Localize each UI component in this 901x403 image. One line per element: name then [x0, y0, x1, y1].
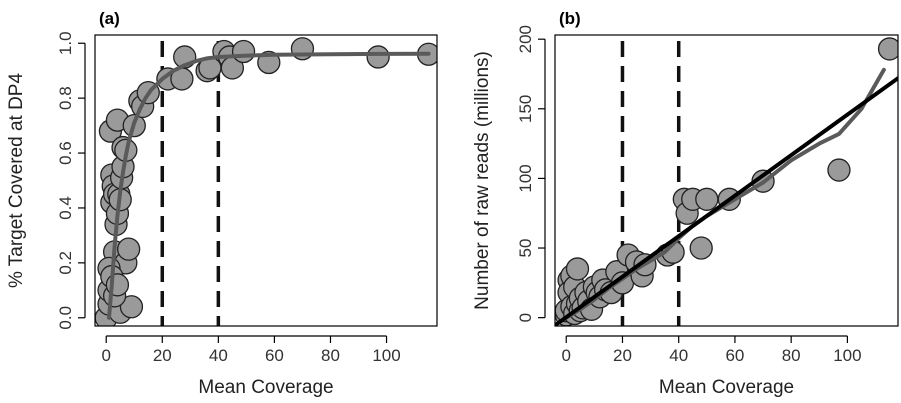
plot-frame	[554, 34, 899, 327]
y-tick-label: 0.6	[56, 141, 75, 165]
x-tick-label: 20	[153, 346, 172, 365]
y-tick-label: 0.4	[56, 196, 75, 220]
x-tick-label: 0	[101, 346, 110, 365]
series-line-0	[107, 51, 431, 320]
y-tick-label: 50	[516, 239, 535, 258]
y-tick-label: 100	[516, 164, 535, 192]
data-point	[366, 45, 390, 69]
x-tick-label: 80	[782, 346, 801, 365]
y-tick-label: 0.8	[56, 86, 75, 110]
data-point	[116, 237, 141, 261]
plot-frame	[94, 34, 438, 327]
data-point	[877, 37, 898, 61]
data-point	[565, 257, 590, 281]
chart-panel-b: 0 20 40 60 80 100 0 50 100 150 200 Mean Coverage Num…	[472, 9, 899, 398]
x-tick-label: 20	[613, 346, 632, 365]
x-tick-label: 60	[725, 346, 744, 365]
y-axis-label: % Target Covered at DP4	[6, 73, 27, 289]
x-axis-label: Mean Coverage	[198, 377, 333, 398]
series-line-1	[555, 76, 898, 326]
data-point	[695, 187, 719, 211]
x-tick-label: 0	[562, 346, 571, 365]
x-tick-label: 40	[209, 346, 228, 365]
x-tick-label: 60	[265, 346, 284, 365]
x-tick-label: 40	[669, 346, 688, 365]
panel-label: (a)	[99, 9, 120, 28]
data-point	[827, 158, 851, 182]
y-tick-label: 150	[516, 95, 535, 123]
y-tick-label: 0.2	[56, 251, 75, 275]
y-tick-label: 1.0	[56, 31, 75, 55]
points	[95, 37, 437, 326]
x-axis-label: Mean Coverage	[659, 377, 794, 398]
data-point	[119, 295, 144, 319]
x-tick-label: 100	[372, 346, 400, 365]
chart-panel-a: 0 20 40 60 80 100 0.0 0.2 0.4 0.6 0.8 1.0 Mean Cover…	[6, 9, 438, 398]
x-tick-label: 100	[833, 346, 861, 365]
panel-label: (b)	[559, 9, 581, 28]
points	[555, 37, 898, 326]
y-tick-label: 200	[516, 25, 535, 53]
data-point	[231, 39, 256, 64]
y-axis-label: Number of raw reads (millions)	[472, 51, 493, 310]
data-point	[689, 236, 713, 260]
x-tick-label: 80	[321, 346, 340, 365]
y-tick-label: 0.0	[56, 306, 75, 330]
y-tick-label: 0	[516, 313, 535, 322]
